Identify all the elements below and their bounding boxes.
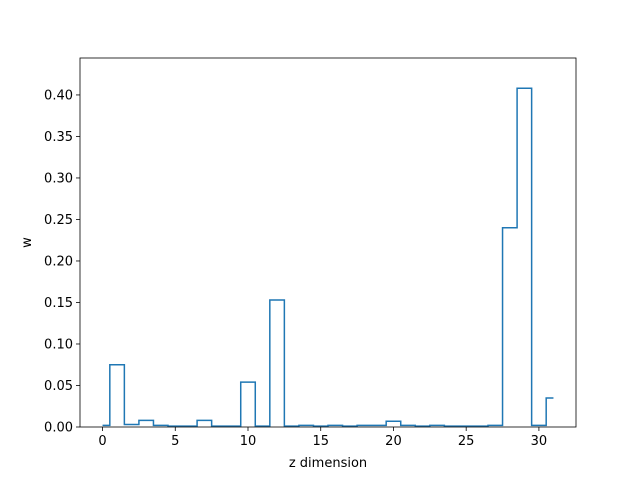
y-tick-label: 0.00 [44,421,73,436]
series-line [102,87,554,427]
x-tick-label: 0 [98,434,106,449]
x-tick-label: 10 [240,434,257,449]
x-tick-label: 25 [458,434,475,449]
x-tick-label: 20 [385,434,402,449]
x-tick-label: 30 [531,434,548,449]
y-tick-label: 0.25 [44,213,73,228]
y-tick-label: 0.20 [44,254,73,269]
x-axis-label: z dimension [289,456,367,471]
y-tick-label: 0.40 [44,88,73,103]
y-tick-label: 0.30 [44,171,73,186]
y-tick-label: 0.15 [44,296,73,311]
x-tick-label: 15 [312,434,329,449]
y-tick-label: 0.35 [44,130,73,145]
y-tick-label: 0.10 [44,337,73,352]
y-axis-label: w [20,237,35,248]
axes: 0 5 10 15 20 25 30 0.00 0.05 0.10 0.15 0.20 0.25 0.30… [44,57,577,449]
x-tick-label: 5 [171,434,179,449]
plot-area [102,87,554,427]
y-tick-label: 0.05 [44,379,73,394]
axes-frame [79,57,577,428]
